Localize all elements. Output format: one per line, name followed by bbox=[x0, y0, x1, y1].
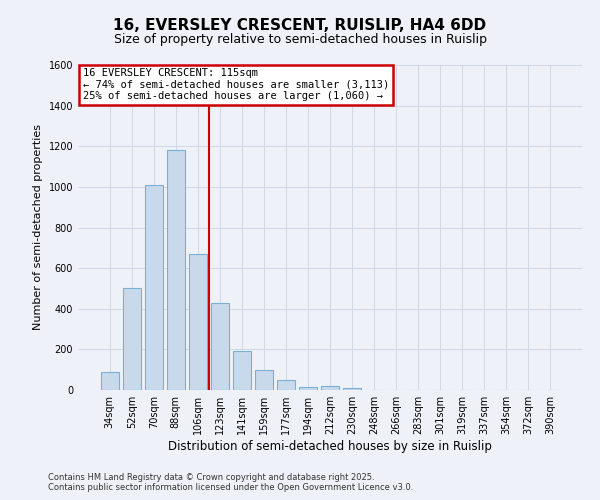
X-axis label: Distribution of semi-detached houses by size in Ruislip: Distribution of semi-detached houses by … bbox=[168, 440, 492, 453]
Text: Contains public sector information licensed under the Open Government Licence v3: Contains public sector information licen… bbox=[48, 484, 413, 492]
Bar bbox=[299, 387, 317, 390]
Bar bbox=[321, 386, 339, 390]
Bar bbox=[145, 185, 163, 390]
Bar bbox=[277, 380, 295, 390]
Bar bbox=[343, 388, 361, 390]
Y-axis label: Number of semi-detached properties: Number of semi-detached properties bbox=[33, 124, 43, 330]
Bar bbox=[211, 302, 229, 390]
Text: Size of property relative to semi-detached houses in Ruislip: Size of property relative to semi-detach… bbox=[113, 32, 487, 46]
Bar bbox=[101, 372, 119, 390]
Bar bbox=[123, 288, 140, 390]
Bar bbox=[167, 150, 185, 390]
Text: Contains HM Land Registry data © Crown copyright and database right 2025.: Contains HM Land Registry data © Crown c… bbox=[48, 474, 374, 482]
Text: 16, EVERSLEY CRESCENT, RUISLIP, HA4 6DD: 16, EVERSLEY CRESCENT, RUISLIP, HA4 6DD bbox=[113, 18, 487, 32]
Bar bbox=[189, 254, 206, 390]
Bar bbox=[255, 370, 273, 390]
Bar bbox=[233, 352, 251, 390]
Text: 16 EVERSLEY CRESCENT: 115sqm
← 74% of semi-detached houses are smaller (3,113)
2: 16 EVERSLEY CRESCENT: 115sqm ← 74% of se… bbox=[83, 68, 389, 102]
